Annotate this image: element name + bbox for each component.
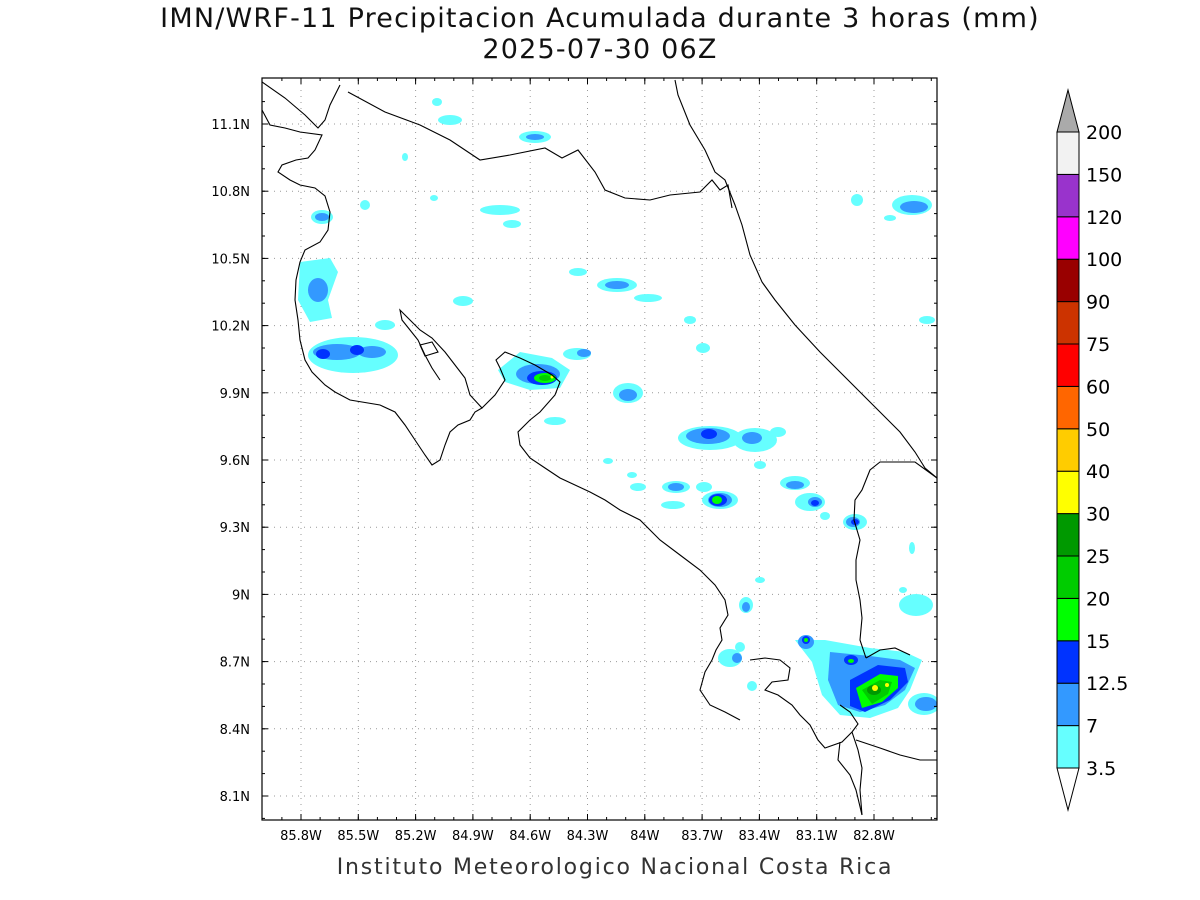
colorbar-label: 15 [1086, 631, 1110, 653]
colorbar-swatch [1056, 428, 1080, 472]
colorbar-label: 75 [1086, 334, 1110, 356]
lon-tick-label: 82.8W [853, 829, 895, 844]
colorbar-label: 150 [1086, 164, 1122, 186]
colorbar-swatch [1056, 682, 1080, 727]
lat-tick-label: 9N [232, 588, 250, 603]
lat-tick-label: 10.8N [211, 185, 250, 200]
precipitation-layer [298, 98, 937, 718]
colorbar-label: 40 [1086, 461, 1110, 483]
lat-tick-label: 8.7N [220, 656, 250, 671]
colorbar-swatch [1056, 470, 1080, 515]
colorbar-label: 60 [1086, 376, 1110, 398]
colorbar-swatch [1056, 640, 1080, 684]
lat-tick-label: 11.1N [211, 118, 250, 133]
lon-tick-label: 85.2W [395, 829, 437, 844]
colorbar-label: 200 [1086, 122, 1122, 144]
lat-tick-label: 8.4N [220, 723, 250, 738]
colorbar-swatch [1056, 513, 1080, 557]
lon-tick-label: 83.7W [681, 829, 723, 844]
coastline-borders [262, 79, 937, 816]
colorbar-swatch [1056, 131, 1080, 175]
map-title: IMN/WRF-11 Precipitacion Acumulada duran… [160, 3, 1040, 34]
colorbar-label: 25 [1086, 546, 1110, 568]
colorbar-label: 7 [1086, 716, 1098, 738]
lon-tick-label: 83.4W [738, 829, 780, 844]
colorbar-swatch [1056, 216, 1080, 260]
colorbar-label: 12.5 [1086, 673, 1128, 695]
colorbar-label: 100 [1086, 249, 1122, 271]
map-date: 2025-07-30 06Z [482, 34, 718, 65]
colorbar: 3.5 7 12.5 15 20 25 30 40 50 60 75 90 100 120 150 200 [1056, 88, 1128, 812]
lon-tick-label: 83.1W [796, 829, 838, 844]
credit-text: Instituto Meteorologico Nacional Costa R… [336, 855, 894, 880]
colorbar-swatch [1056, 343, 1080, 387]
lon-tick-label: 85.8W [280, 829, 322, 844]
longitude-axis: 85.8W 85.5W 85.2W 84.9W 84.6W 84.3W 84W 83.7W 83… [280, 78, 932, 844]
colorbar-low-arrow [1056, 767, 1080, 812]
lon-tick-label: 84.6W [509, 829, 551, 844]
colorbar-label: 30 [1086, 504, 1110, 526]
colorbar-swatch [1056, 258, 1080, 303]
colorbar-label: 20 [1086, 588, 1110, 610]
colorbar-label: 90 [1086, 292, 1110, 314]
colorbar-swatch [1056, 301, 1080, 345]
lon-tick-label: 84.3W [567, 829, 609, 844]
colorbar-label: 3.5 [1086, 758, 1116, 780]
lat-tick-label: 9.9N [220, 387, 250, 402]
colorbar-swatch [1056, 725, 1080, 769]
colorbar-swatch [1056, 597, 1080, 642]
lon-tick-label: 84.9W [452, 829, 494, 844]
colorbar-swatch [1056, 555, 1080, 599]
lat-tick-label: 9.6N [220, 454, 250, 469]
colorbar-label: 120 [1086, 207, 1122, 229]
plot-frame [261, 77, 938, 821]
lon-tick-label: 85.5W [337, 829, 379, 844]
lon-tick-label: 84W [630, 829, 660, 844]
colorbar-swatch [1056, 173, 1080, 218]
lat-tick-label: 10.2N [211, 320, 250, 335]
colorbar-label: 50 [1086, 419, 1110, 441]
lat-tick-label: 9.3N [220, 521, 250, 536]
colorbar-swatch [1056, 385, 1080, 430]
latitude-axis: 11.1N 10.8N 10.5N 10.2N 9.9N 9.6N 9.3N 9N 8.7N 8.… [211, 101, 937, 819]
lat-tick-label: 8.1N [220, 790, 250, 805]
lat-tick-label: 10.5N [211, 252, 250, 267]
colorbar-high-arrow [1056, 88, 1080, 133]
